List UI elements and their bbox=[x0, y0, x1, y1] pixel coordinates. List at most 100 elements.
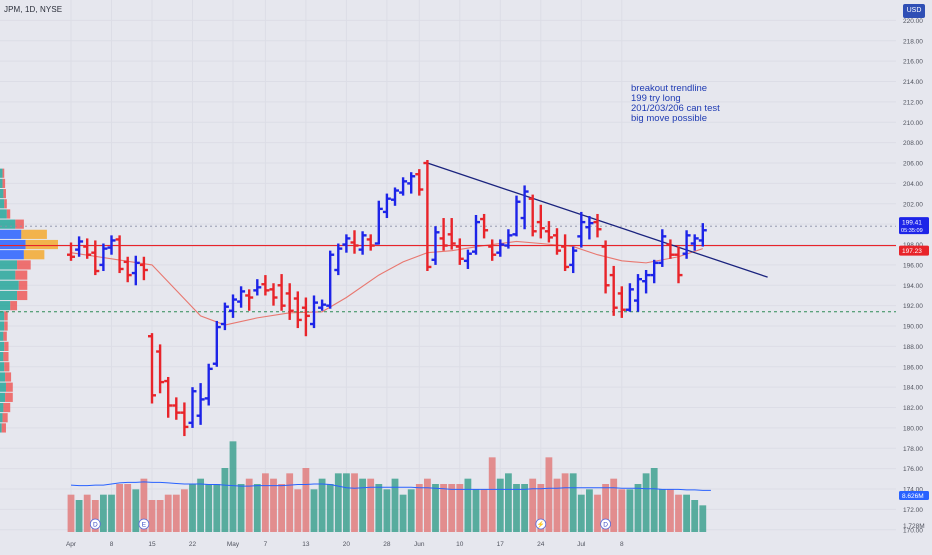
ohlc-bar[interactable] bbox=[658, 229, 667, 267]
price-axis: 220.00 218.00 216.00 214.00 212.00 210.00 208.… bbox=[896, 0, 932, 550]
ohlc-bar[interactable] bbox=[561, 234, 570, 272]
ohlc-bar[interactable] bbox=[245, 289, 254, 311]
ohlc-bar[interactable] bbox=[472, 214, 480, 255]
ohlc-bar[interactable] bbox=[139, 256, 148, 281]
event-marker-icon[interactable] bbox=[138, 518, 150, 530]
ohlc-bar[interactable] bbox=[569, 246, 578, 274]
ohlc-bar[interactable] bbox=[188, 387, 197, 428]
ohlc-bar[interactable] bbox=[75, 236, 84, 257]
ohlc-bar[interactable] bbox=[99, 243, 108, 272]
volume-bar bbox=[286, 473, 294, 532]
time-tick-label: 15 bbox=[148, 541, 156, 548]
ohlc-bar[interactable] bbox=[634, 274, 642, 312]
ohlc-bar[interactable] bbox=[350, 230, 359, 254]
ohlc-bar[interactable] bbox=[391, 187, 399, 206]
ohlc-bar[interactable] bbox=[480, 213, 489, 239]
ohlc-bar[interactable] bbox=[553, 228, 561, 255]
ohlc-bar[interactable] bbox=[642, 270, 651, 294]
ohlc-bar[interactable] bbox=[463, 249, 472, 269]
time-tick-label: Jul bbox=[577, 541, 586, 548]
ohlc-bar[interactable] bbox=[67, 242, 75, 261]
ohlc-bar[interactable] bbox=[544, 221, 553, 243]
ohlc-bar[interactable] bbox=[164, 376, 173, 418]
ohlc-bar[interactable] bbox=[415, 169, 424, 196]
ohlc-bar[interactable] bbox=[285, 283, 294, 320]
ohlc-bar[interactable] bbox=[431, 226, 440, 265]
ohlc-bar[interactable] bbox=[310, 295, 318, 329]
ohlc-bar[interactable] bbox=[512, 195, 521, 237]
event-marker-icon[interactable] bbox=[600, 518, 611, 530]
ohlc-bar[interactable] bbox=[528, 194, 537, 237]
ohlc-bar[interactable] bbox=[83, 238, 92, 259]
ohlc-bar[interactable] bbox=[698, 223, 707, 247]
volume-bar bbox=[262, 473, 269, 532]
volume-profile-down bbox=[3, 402, 11, 413]
ohlc-bar[interactable] bbox=[123, 256, 132, 283]
ohlc-bar[interactable] bbox=[593, 213, 602, 238]
ohlc-bar[interactable] bbox=[407, 172, 416, 194]
event-marker-icon[interactable] bbox=[535, 518, 547, 530]
ohlc-bar[interactable] bbox=[609, 265, 618, 316]
ohlc-bar[interactable] bbox=[91, 240, 100, 276]
ohlc-bar[interactable] bbox=[585, 216, 594, 240]
ohlc-bar[interactable] bbox=[277, 274, 286, 311]
price-tick-label: 178.00 bbox=[903, 446, 923, 453]
volume-bar bbox=[140, 478, 148, 532]
event-marker-icon[interactable] bbox=[89, 518, 101, 530]
currency-badge[interactable]: USD bbox=[903, 4, 925, 18]
ohlc-bar[interactable] bbox=[496, 239, 505, 257]
ohlc-bar[interactable] bbox=[115, 235, 124, 274]
ohlc-bar[interactable] bbox=[220, 302, 229, 331]
ohlc-bar[interactable] bbox=[423, 159, 432, 272]
ohlc-bar[interactable] bbox=[180, 402, 189, 437]
ohlc-bar[interactable] bbox=[625, 283, 634, 312]
chart-note[interactable]: breakout trendline 199 try long 201/203/… bbox=[631, 84, 720, 124]
ohlc-bar[interactable] bbox=[156, 344, 165, 394]
ohlc-bar[interactable] bbox=[520, 185, 529, 230]
symbol-label[interactable]: JPM, 1D, NYSE bbox=[4, 5, 63, 14]
ohlc-bar[interactable] bbox=[577, 211, 586, 248]
ohlc-bar[interactable] bbox=[617, 286, 626, 318]
ohlc-bar[interactable] bbox=[204, 363, 213, 406]
ohlc-bar[interactable] bbox=[318, 299, 327, 311]
ohlc-bar[interactable] bbox=[358, 231, 367, 255]
ohlc-bar[interactable] bbox=[261, 275, 270, 296]
ohlc-bar[interactable] bbox=[148, 333, 156, 404]
ohlc-bar[interactable] bbox=[334, 243, 343, 276]
ohlc-bar[interactable] bbox=[212, 320, 221, 367]
ohlc-bar[interactable] bbox=[172, 397, 181, 420]
note-line: 201/203/206 can test bbox=[631, 103, 720, 114]
ohlc-bar[interactable] bbox=[374, 200, 383, 245]
ohlc-bar[interactable] bbox=[342, 234, 351, 253]
moving-average-line[interactable] bbox=[70, 240, 703, 326]
ohlc-bar[interactable] bbox=[382, 193, 391, 219]
ohlc-bar[interactable] bbox=[666, 239, 675, 259]
ohlc-bar[interactable] bbox=[447, 218, 456, 250]
ohlc-bar[interactable] bbox=[601, 240, 610, 294]
ohlc-bar[interactable] bbox=[326, 250, 335, 309]
ohlc-bar[interactable] bbox=[399, 177, 408, 196]
ohlc-bar[interactable] bbox=[293, 291, 302, 329]
ohlc-bar[interactable] bbox=[366, 234, 375, 251]
ohlc-bar[interactable] bbox=[650, 259, 659, 284]
ohlc-bar[interactable] bbox=[690, 234, 699, 251]
ohlc-bar[interactable] bbox=[229, 294, 237, 318]
ohlc-bar[interactable] bbox=[455, 238, 464, 265]
ohlc-bar[interactable] bbox=[536, 204, 545, 239]
ohlc-bar[interactable] bbox=[488, 239, 497, 261]
ohlc-bar[interactable] bbox=[674, 246, 683, 284]
ohlc-bar[interactable] bbox=[131, 255, 140, 286]
ohlc-bar[interactable] bbox=[301, 297, 310, 337]
ohlc-bar[interactable] bbox=[107, 235, 116, 255]
ohlc-bar[interactable] bbox=[682, 230, 691, 259]
ohlc-bar[interactable] bbox=[196, 383, 205, 425]
volume-profile-down bbox=[3, 352, 9, 362]
volume-bar bbox=[626, 489, 634, 532]
ohlc-bar[interactable] bbox=[504, 229, 513, 249]
ohlc-bar[interactable] bbox=[439, 218, 448, 251]
ohlc-bar[interactable] bbox=[269, 283, 278, 306]
ohlc-bar[interactable] bbox=[237, 286, 246, 308]
ohlc-bar[interactable] bbox=[253, 279, 262, 296]
